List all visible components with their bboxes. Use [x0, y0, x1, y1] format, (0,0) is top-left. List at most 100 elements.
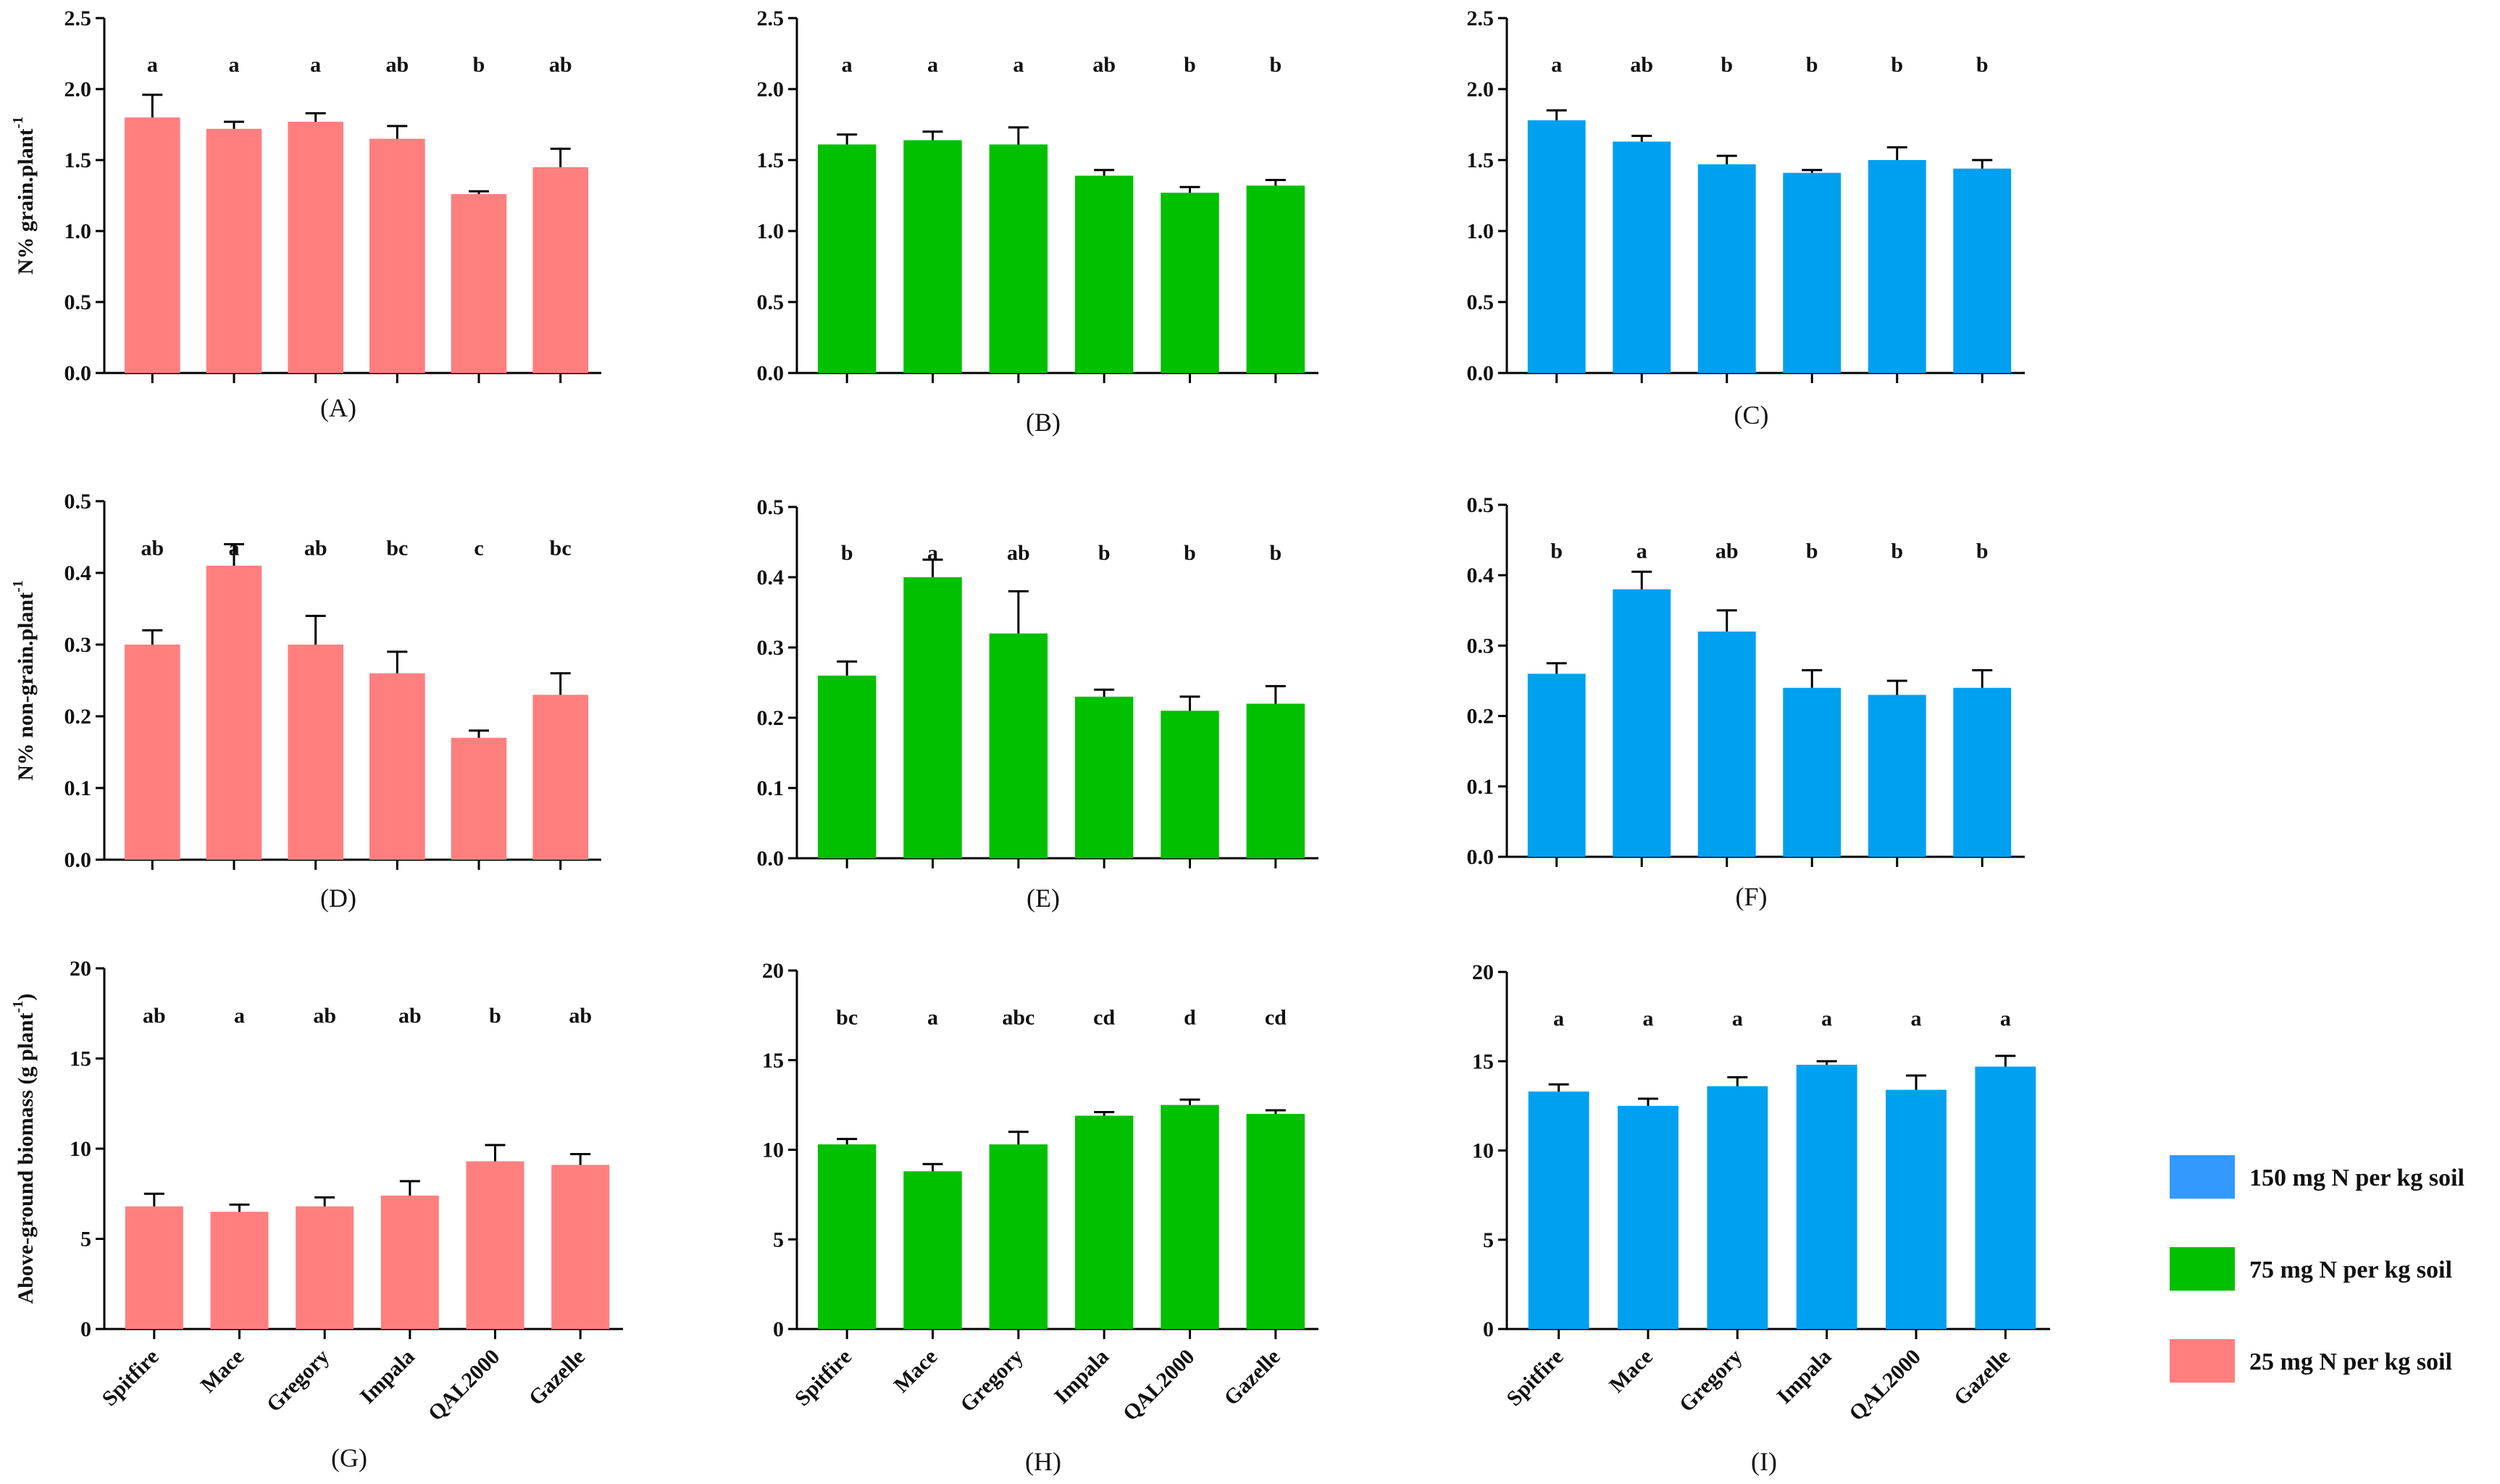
significance-letter: a [310, 53, 321, 77]
bar [1527, 120, 1586, 373]
bar [369, 673, 425, 860]
category-label: Mace [1605, 1345, 1657, 1398]
bar [903, 140, 962, 373]
significance-letter: b [1269, 53, 1282, 77]
significance-letter: ab [385, 53, 409, 77]
y-tick-label: 15 [762, 1049, 784, 1073]
category-label: QAL2000 [424, 1345, 505, 1426]
significance-letter: bc [550, 536, 572, 560]
significance-letter: ab [398, 1004, 422, 1028]
category-label: Impala [356, 1345, 419, 1409]
category-label: QAL2000 [1844, 1345, 1926, 1426]
bar [532, 695, 588, 860]
significance-letter: a [1636, 539, 1647, 563]
y-tick-label: 0.3 [1467, 634, 1494, 658]
bar [1246, 185, 1305, 373]
chart-panel: 0.0 0.1 0.2 0.3 0.4 0.5 ab a ab bc c bc (D) N% non-gr… [10, 490, 601, 913]
y-tick-label: 0.4 [1467, 563, 1494, 587]
y-axis-title-text: N% non-grain.plant [14, 592, 38, 781]
y-tick-label: 0.1 [757, 776, 785, 800]
significance-letter: a [842, 53, 853, 77]
bar [1707, 1086, 1768, 1329]
significance-letter: a [927, 1005, 938, 1029]
chart-panel: 0 5 10 15 20 bc Spitfire a Mace abc Gregory cd Impal… [762, 959, 1318, 1476]
y-tick-label: 2.0 [1467, 77, 1494, 101]
y-tick-label: 0.5 [757, 290, 785, 314]
y-tick-label: 0.1 [1467, 775, 1494, 799]
chart-panel: 0.0 0.5 1.0 1.5 2.0 2.5 a ab b b b b (C) [1467, 7, 2025, 429]
category-label: Mace [196, 1345, 249, 1398]
y-tick-label: 0.0 [757, 361, 785, 385]
y-tick-label: 0.3 [64, 633, 92, 657]
chart-panel: 0.0 0.5 1.0 1.5 2.0 2.5 a a a ab b ab (A) N% grain.pl… [10, 7, 601, 422]
legend: 150 mg N per kg soil 75 mg N per kg soil 2… [2170, 1155, 2465, 1383]
y-tick-label: 0.4 [757, 566, 785, 590]
significance-letter: b [841, 541, 853, 565]
bar [1618, 1105, 1678, 1329]
chart-panel: 0.0 0.5 1.0 1.5 2.0 2.5 a a a ab b b (B) [757, 7, 1318, 437]
y-tick-label: 0.0 [1467, 845, 1494, 869]
bar [817, 1144, 877, 1329]
bar [206, 128, 262, 373]
legend-swatch [2170, 1155, 2235, 1199]
legend-swatch [2170, 1339, 2235, 1383]
bar [989, 144, 1048, 373]
y-tick-label: 2.0 [64, 77, 92, 101]
bar [125, 645, 180, 860]
y-tick-label: 0.2 [757, 706, 785, 730]
panel-label: (D) [320, 884, 356, 913]
significance-letter: ab [549, 53, 572, 77]
significance-letter: b [1891, 539, 1903, 563]
bar [288, 645, 343, 860]
y-tick-label: 20 [762, 959, 784, 983]
y-tick-label: 1.5 [757, 148, 785, 172]
bar [1527, 674, 1586, 857]
bar [369, 138, 425, 373]
panel-label: (C) [1734, 401, 1769, 429]
significance-letter: a [234, 1004, 245, 1028]
y-tick-label: 0.2 [1467, 705, 1494, 729]
legend-label: 75 mg N per kg soil [2249, 1257, 2452, 1283]
panel-label: (E) [1027, 884, 1060, 913]
y-tick-label: 0.0 [757, 847, 785, 871]
bar [451, 737, 507, 860]
bar [125, 117, 180, 373]
legend-swatch [2170, 1247, 2235, 1291]
category-label: Spitfire [790, 1345, 856, 1411]
y-tick-label: 2.0 [757, 77, 785, 101]
bar [1886, 1089, 1947, 1329]
y-tick-label: 0.0 [64, 361, 92, 385]
y-tick-label: 0 [80, 1317, 91, 1341]
category-label: Spitfire [1502, 1345, 1568, 1411]
panel-label: (B) [1026, 408, 1061, 437]
significance-letter: cd [1093, 1005, 1115, 1029]
y-tick-label: 1.5 [1467, 148, 1494, 172]
significance-letter: a [2000, 1007, 2011, 1031]
legend-label: 25 mg N per kg soil [2249, 1349, 2452, 1375]
significance-letter: b [1721, 53, 1733, 77]
y-tick-label: 2.5 [757, 7, 785, 30]
bar [1161, 1104, 1219, 1329]
significance-letter: a [1643, 1007, 1654, 1031]
significance-letter: b [1184, 541, 1196, 565]
bar [1613, 141, 1671, 373]
y-axis-title: N% grain.plant-1 [10, 117, 38, 274]
significance-letter: b [1098, 541, 1111, 565]
y-axis-title-superscript: -1 [10, 117, 26, 129]
significance-letter: b [1976, 53, 1989, 77]
bar [1161, 193, 1219, 373]
category-label: QAL2000 [1119, 1345, 1200, 1426]
significance-letter: ab [143, 1004, 166, 1028]
y-tick-label: 0.5 [1467, 493, 1494, 517]
significance-letter: ab [304, 536, 327, 560]
y-tick-label: 0.0 [1467, 361, 1494, 385]
y-axis-title-text: Above-ground biomass (g plant [14, 1013, 38, 1304]
category-label: Gazelle [1219, 1345, 1284, 1410]
significance-letter: abc [1002, 1005, 1034, 1029]
bar [1868, 160, 1926, 373]
chart-panel: 0.0 0.1 0.2 0.3 0.4 0.5 b a ab b b b (F) [1467, 493, 2025, 911]
y-tick-label: 10 [1472, 1139, 1494, 1163]
chart-panel: 0.0 0.1 0.2 0.3 0.4 0.5 b a ab b b b (E) [757, 495, 1318, 913]
y-tick-label: 0.2 [64, 705, 92, 729]
